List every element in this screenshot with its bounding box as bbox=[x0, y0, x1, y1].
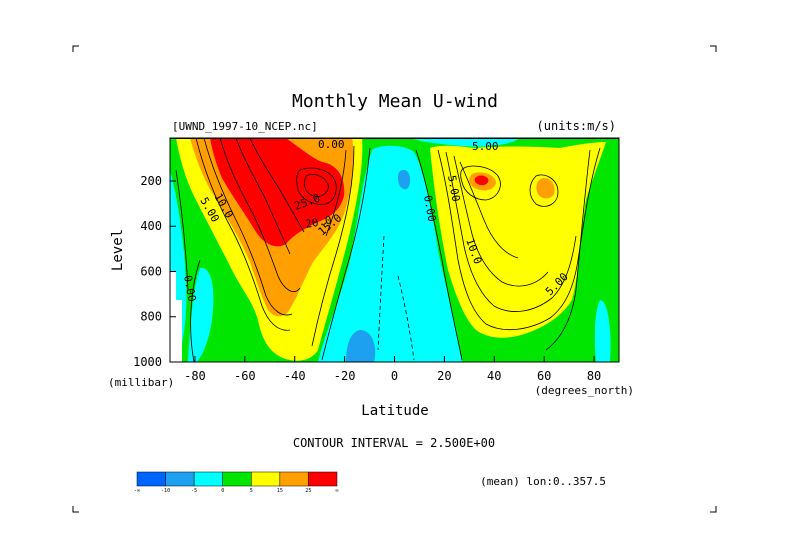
colorbar-swatch bbox=[308, 471, 338, 487]
x-tick-label: -60 bbox=[234, 369, 256, 383]
x-units-label: (degrees_north) bbox=[535, 384, 634, 397]
x-tick-label: 0 bbox=[391, 369, 398, 383]
contour-label: 5.00 bbox=[445, 174, 462, 202]
colorbar-label: 0 bbox=[221, 488, 224, 494]
averaging-label: (mean) lon:0..357.5 bbox=[480, 475, 606, 488]
field-cyan-lowsouth bbox=[188, 267, 214, 362]
y-tick-label: 600 bbox=[140, 264, 162, 278]
y-units-label: (millibar) bbox=[108, 376, 174, 389]
plot-area: 25.0 20.0 15.0 10.0 5.00 0.00 0.00 5.00 … bbox=[170, 138, 619, 362]
y-tick-label: 1000 bbox=[133, 355, 162, 369]
dataset-label: [UWND_1997-10_NCEP.nc] bbox=[172, 120, 318, 133]
field-cyan-top bbox=[410, 138, 520, 147]
chart-title: Monthly Mean U-wind bbox=[292, 91, 498, 112]
field-yellow-north bbox=[430, 142, 606, 338]
colorbar-swatch bbox=[251, 471, 281, 487]
field-blue-lower bbox=[346, 330, 376, 362]
x-tick-label: 40 bbox=[487, 369, 501, 383]
colorbar-swatch bbox=[136, 471, 166, 487]
colorbar-label: 15 bbox=[277, 488, 283, 494]
x-tick-label: 80 bbox=[587, 369, 601, 383]
field-blue-upper bbox=[398, 170, 411, 190]
colorbar-label: ∞ bbox=[335, 488, 338, 494]
y-tick-label: 800 bbox=[140, 310, 162, 324]
x-tick-labels: -80 -60 -40 -20 0 20 40 60 80 bbox=[184, 369, 601, 383]
x-tick-label: -40 bbox=[284, 369, 306, 383]
x-tick-label: 20 bbox=[437, 369, 451, 383]
contour-label: 0.00 bbox=[421, 194, 438, 222]
x-tick-label: 60 bbox=[537, 369, 551, 383]
y-axis-label: Level bbox=[110, 229, 126, 271]
field-cyan-northpolar bbox=[594, 300, 611, 362]
colorbar-label: -∞ bbox=[134, 488, 140, 494]
x-ticks bbox=[194, 356, 595, 362]
colorbar-label: 25 bbox=[305, 488, 311, 494]
corner-marks bbox=[72, 45, 717, 513]
field-red-north bbox=[474, 175, 489, 186]
contour-label: 0.00 bbox=[181, 274, 198, 302]
y-tick-labels: 200 400 600 800 1000 bbox=[133, 174, 162, 369]
contour-label: 0.00 bbox=[318, 138, 345, 151]
colorbar-swatch bbox=[165, 471, 195, 487]
colorbar-label: -10 bbox=[161, 488, 170, 494]
field-orange-north-2 bbox=[536, 178, 555, 199]
colorbar: -∞ -10 -5 0 5 15 25 ∞ bbox=[134, 471, 339, 494]
colorbar-label: 5 bbox=[250, 488, 253, 494]
colorbar-label: -5 bbox=[191, 488, 197, 494]
colorbar-swatch bbox=[222, 471, 252, 487]
contour-label: 5.00 bbox=[472, 140, 499, 153]
x-tick-label: -20 bbox=[334, 369, 356, 383]
y-ticks bbox=[170, 180, 176, 363]
field-cyan-equatorial bbox=[318, 145, 462, 362]
contour-label: 20.0 bbox=[304, 214, 332, 231]
colorbar-swatch bbox=[193, 471, 223, 487]
x-tick-label: -80 bbox=[184, 369, 206, 383]
contour-lines bbox=[170, 138, 619, 362]
field-red-south bbox=[210, 138, 345, 247]
x-axis-label: Latitude bbox=[361, 403, 428, 419]
units-label: (units:m/s) bbox=[537, 119, 616, 133]
colorbar-swatch bbox=[279, 471, 309, 487]
y-tick-label: 400 bbox=[140, 219, 162, 233]
contour-interval-label: CONTOUR INTERVAL = 2.500E+00 bbox=[293, 436, 495, 450]
y-tick-label: 200 bbox=[140, 174, 162, 188]
